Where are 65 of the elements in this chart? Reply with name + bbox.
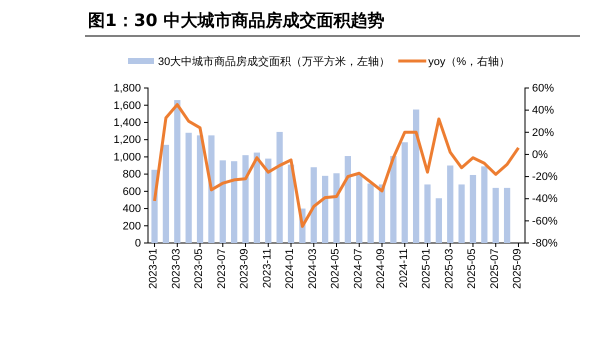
bar xyxy=(458,184,465,243)
bar xyxy=(231,161,238,243)
x-tick-label: 2024-05 xyxy=(330,248,342,289)
y2-tick-label: 0% xyxy=(532,148,548,161)
bar xyxy=(254,152,260,243)
x-tick-label: 2023-05 xyxy=(193,248,206,289)
bar xyxy=(322,176,328,243)
legend-label: yoy（%，右轴） xyxy=(428,55,510,68)
x-tick-label: 2024-11 xyxy=(398,248,410,288)
bar xyxy=(196,135,204,243)
x-tick-label: 2023-11 xyxy=(261,248,274,288)
bar xyxy=(436,198,442,243)
bar xyxy=(412,110,420,243)
chart-title: 图1：30 中大城市商品房成交面积趋势 xyxy=(88,11,384,31)
bar xyxy=(402,142,408,243)
bar xyxy=(356,174,362,243)
x-tick-label: 2024-09 xyxy=(375,248,388,289)
y-tick-label: 1,200 xyxy=(113,134,141,146)
y-tick-label: 1,400 xyxy=(113,116,141,129)
bar xyxy=(310,167,317,243)
y2-tick-label: 20% xyxy=(532,126,554,139)
bar xyxy=(186,132,192,243)
x-tick-label: 2024-03 xyxy=(306,248,319,289)
bar xyxy=(162,144,170,243)
y2-tick-label: -40% xyxy=(532,193,558,206)
legend-label: 30大中城市商品房成交面积（万平方米，左轴） xyxy=(158,55,390,68)
bar xyxy=(492,188,499,243)
y-tick-label: 1,000 xyxy=(113,151,141,164)
x-tick-label: 2025-03 xyxy=(443,248,456,289)
x-tick-label: 2023-01 xyxy=(148,248,160,289)
y-tick-label: 800 xyxy=(122,168,141,181)
x-tick-label: 2024-01 xyxy=(284,248,296,289)
line-series xyxy=(153,103,520,228)
bar xyxy=(367,184,374,243)
y2-tick-label: -20% xyxy=(532,171,558,184)
x-tick-label: 2025-09 xyxy=(512,248,524,289)
y-tick-label: 1,800 xyxy=(113,82,141,95)
x-tick-label: 2025-05 xyxy=(466,248,478,289)
bar xyxy=(265,158,272,243)
bar xyxy=(174,100,180,243)
bar xyxy=(276,132,283,243)
x-tick-label: 2023-09 xyxy=(238,248,251,289)
bar xyxy=(481,166,488,243)
bar xyxy=(424,184,431,243)
bar xyxy=(242,155,249,243)
x-tick-label: 2025-01 xyxy=(420,248,433,289)
bar xyxy=(470,174,476,243)
bar xyxy=(504,188,510,243)
x-tick-label: 2024-07 xyxy=(352,248,364,289)
y-tick-label: 1,600 xyxy=(113,100,141,112)
x-tick-label: 2023-03 xyxy=(170,248,182,289)
x-tick-label: 2025-07 xyxy=(488,248,501,289)
bar xyxy=(447,166,454,243)
y-tick-label: 400 xyxy=(122,203,141,216)
bar xyxy=(390,156,396,243)
y2-tick-label: -60% xyxy=(532,215,558,228)
y-tick-label: 0 xyxy=(134,238,141,250)
bar xyxy=(220,160,226,243)
y-tick-label: 200 xyxy=(122,220,141,232)
bar xyxy=(344,156,351,243)
y-tick-label: 600 xyxy=(122,186,141,198)
x-tick-label: 2023-07 xyxy=(216,248,228,289)
y2-tick-label: 40% xyxy=(532,104,554,117)
y2-tick-label: -80% xyxy=(532,238,558,250)
y2-tick-label: 60% xyxy=(532,82,554,95)
